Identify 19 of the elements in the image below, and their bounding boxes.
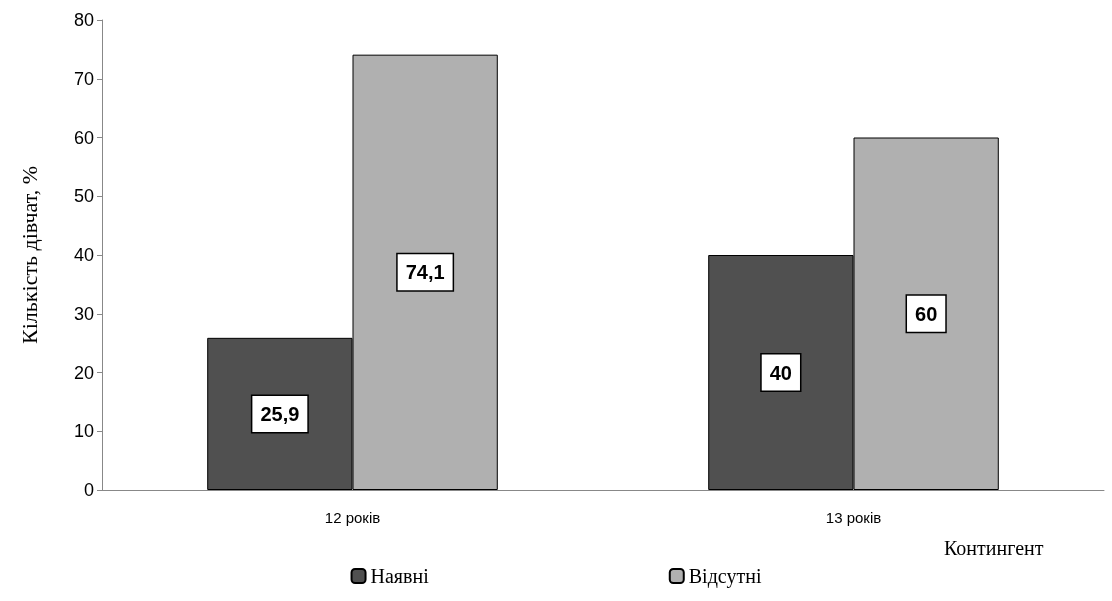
legend-label: Наявні	[370, 565, 430, 587]
x-tick-label: 12 років	[324, 509, 381, 526]
y-tick-label: 70	[73, 68, 94, 89]
x-tick-label: 13 років	[825, 509, 882, 526]
y-tick-label: 0	[83, 480, 94, 500]
y-tick-label: 30	[73, 303, 94, 324]
data-label: 25,9	[260, 402, 300, 425]
data-label: 74,1	[405, 261, 445, 284]
y-tick-label: 10	[73, 421, 94, 442]
legend-label: Відсутні	[688, 565, 762, 588]
y-tick-label: 40	[73, 245, 94, 265]
y-tick-label: 60	[73, 127, 94, 148]
x-axis-title: Контингент	[944, 537, 1044, 559]
data-label: 40	[769, 361, 792, 384]
y-tick-label: 20	[73, 362, 94, 383]
y-tick-label: 50	[73, 186, 94, 207]
y-axis-title: Кількість дівчат, %	[16, 166, 42, 344]
y-tick-label: 80	[73, 10, 94, 30]
data-label: 60	[915, 302, 938, 325]
